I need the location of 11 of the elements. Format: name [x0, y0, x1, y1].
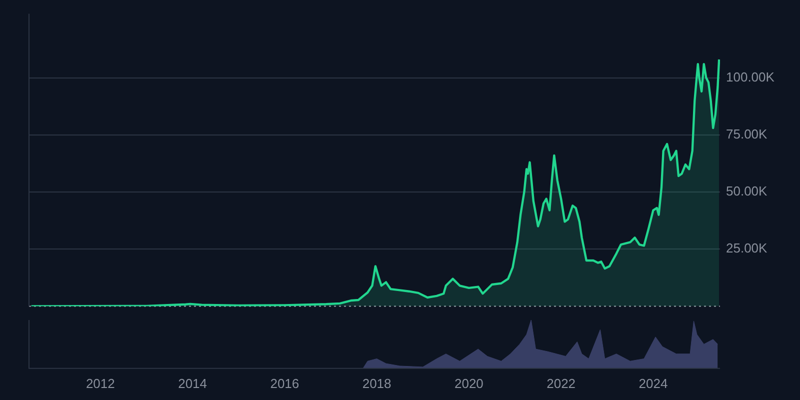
x-tick-label: 2024 — [638, 376, 668, 391]
x-tick-label: 2014 — [178, 376, 207, 391]
x-tick-label: 2018 — [362, 376, 392, 391]
y-tick-label: 50.00K — [726, 184, 768, 199]
x-tick-label: 2016 — [270, 376, 300, 391]
y-tick-label: 75.00K — [726, 126, 768, 142]
x-tick-label: 2022 — [546, 376, 576, 391]
y-tick-label: 25.00K — [726, 240, 768, 256]
x-tick-label: 2012 — [86, 376, 115, 391]
x-tick-label: 2020 — [454, 376, 484, 391]
y-tick-label: 100.00K — [726, 69, 775, 84]
